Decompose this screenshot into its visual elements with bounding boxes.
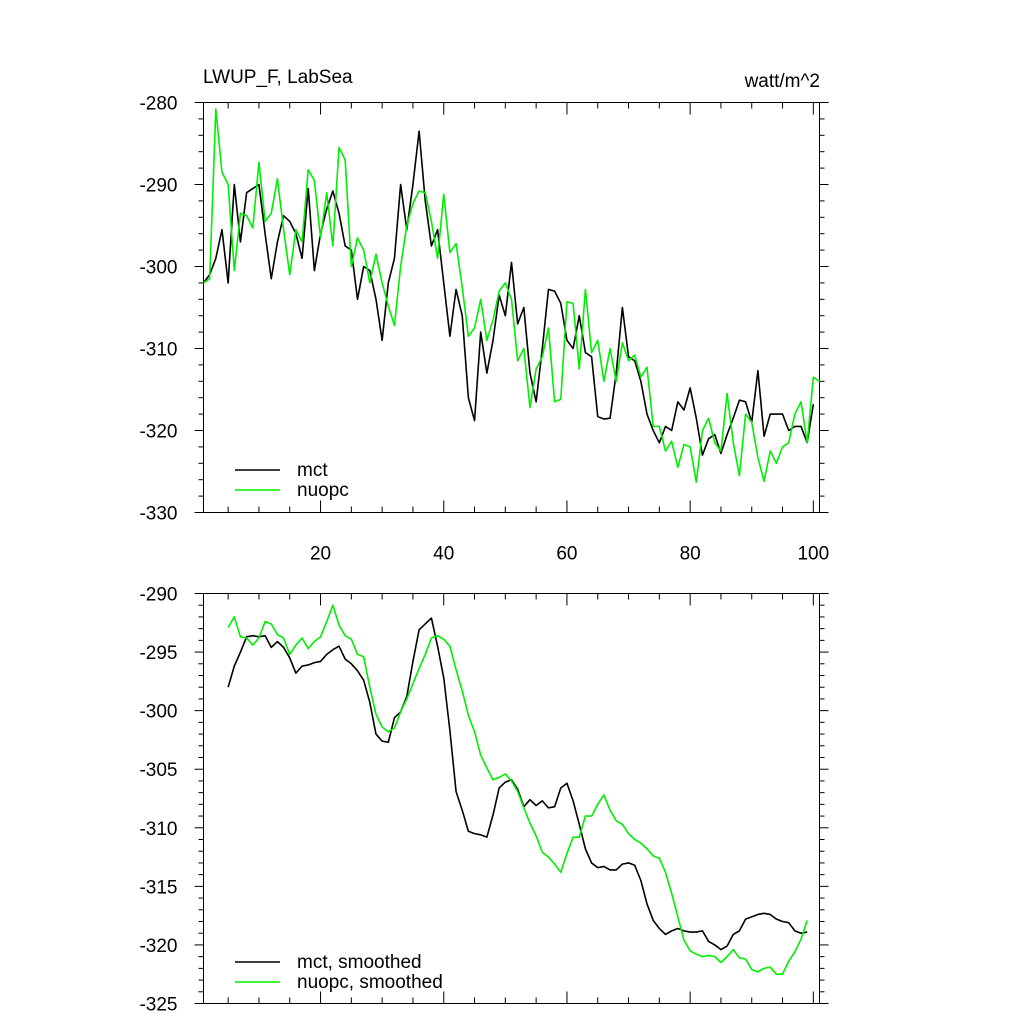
y-tick-label: -320 <box>139 936 177 957</box>
y-tick-label: -280 <box>139 94 177 115</box>
legend-label-nuopc-smoothed: nuopc, smoothed <box>297 972 443 993</box>
plot-frame-bottom <box>203 593 820 1004</box>
chart-title: LWUP_F, LabSea <box>203 67 353 88</box>
legend-top: mct nuopc <box>235 460 349 501</box>
y-tick-label: -310 <box>139 340 177 361</box>
y-tick-label: -310 <box>139 819 177 840</box>
y-tick-label: -300 <box>139 258 177 279</box>
legend-bottom: mct, smoothed nuopc, smoothed <box>235 952 443 993</box>
tick-marks-top <box>194 102 829 513</box>
legend-label-mct: mct <box>297 460 328 481</box>
y-tick-label: -300 <box>139 702 177 723</box>
x-tick-label: 40 <box>433 544 454 565</box>
legend-label-nuopc: nuopc <box>297 480 349 501</box>
series-line-nuopc <box>203 108 820 483</box>
series-lines-top <box>202 108 820 483</box>
series-line-mct-smoothed <box>227 617 808 951</box>
y-tick-label: -290 <box>139 585 177 606</box>
series-line-nuopc-smoothed <box>227 604 808 976</box>
x-tick-label: 60 <box>556 544 577 565</box>
y-tick-label: -290 <box>139 176 177 197</box>
x-tick-labels-top: 20 40 60 80 100 <box>310 544 829 565</box>
tick-marks-bottom <box>194 593 829 1004</box>
x-tick-label: 20 <box>310 544 331 565</box>
y-tick-labels-bottom: -290 -295 -300 -305 -310 -315 -320 -325 <box>139 585 177 1016</box>
legend-label-mct-smoothed: mct, smoothed <box>297 952 422 973</box>
y-tick-label: -315 <box>139 877 177 898</box>
panel-top: LWUP_F, LabSea watt/m^2 -280 -290 -300 -310… <box>139 67 829 565</box>
y-tick-labels-top: -280 -290 -300 -310 -320 -330 <box>139 94 177 525</box>
x-tick-label: 100 <box>797 544 829 565</box>
units-label: watt/m^2 <box>744 71 820 92</box>
y-tick-label: -325 <box>139 995 177 1016</box>
plot-frame-top <box>203 102 820 513</box>
series-lines-bottom <box>227 604 808 976</box>
panel-bottom: -290 -295 -300 -305 -310 -315 -320 -325 mct, sm… <box>139 585 829 1016</box>
y-tick-label: -305 <box>139 760 177 781</box>
y-tick-label: -295 <box>139 643 177 664</box>
x-tick-label: 80 <box>680 544 701 565</box>
y-tick-label: -320 <box>139 422 177 443</box>
y-tick-label: -330 <box>139 504 177 525</box>
